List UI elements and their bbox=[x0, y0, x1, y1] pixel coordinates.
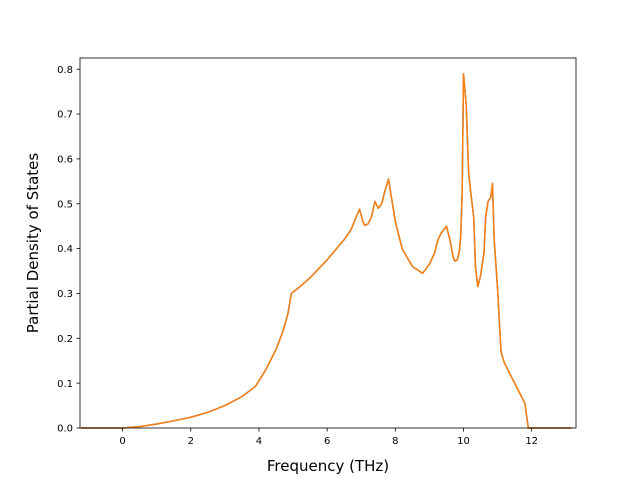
y-axis: 0.0 0.1 0.2 0.3 0.4 0.5 0.6 0.7 0.8 bbox=[57, 65, 80, 435]
series-line-2 bbox=[80, 72, 572, 429]
x-tick-label: 8 bbox=[392, 436, 398, 447]
y-axis-label: Partial Density of States bbox=[24, 153, 42, 334]
x-axis-label: Frequency (THz) bbox=[267, 457, 389, 475]
y-tick-label: 0.2 bbox=[57, 334, 73, 345]
y-tick-label: 0.0 bbox=[57, 424, 73, 435]
y-tick-label: 0.6 bbox=[57, 155, 73, 166]
y-tick-label: 0.7 bbox=[57, 110, 73, 121]
y-tick-label: 0.3 bbox=[57, 289, 73, 300]
y-tick-label: 0.5 bbox=[57, 199, 73, 210]
x-axis: 0 2 4 6 8 10 12 bbox=[119, 428, 538, 447]
y-tick-label: 0.4 bbox=[57, 244, 73, 255]
series-layer bbox=[80, 72, 572, 429]
x-tick-label: 0 bbox=[119, 436, 125, 447]
x-tick-label: 12 bbox=[525, 436, 538, 447]
x-tick-label: 4 bbox=[256, 436, 262, 447]
y-tick-label: 0.8 bbox=[57, 65, 73, 76]
x-tick-label: 2 bbox=[188, 436, 194, 447]
x-tick-label: 10 bbox=[457, 436, 470, 447]
x-tick-label: 6 bbox=[324, 436, 330, 447]
y-tick-label: 0.1 bbox=[57, 379, 73, 390]
plot-frame bbox=[79, 57, 577, 429]
